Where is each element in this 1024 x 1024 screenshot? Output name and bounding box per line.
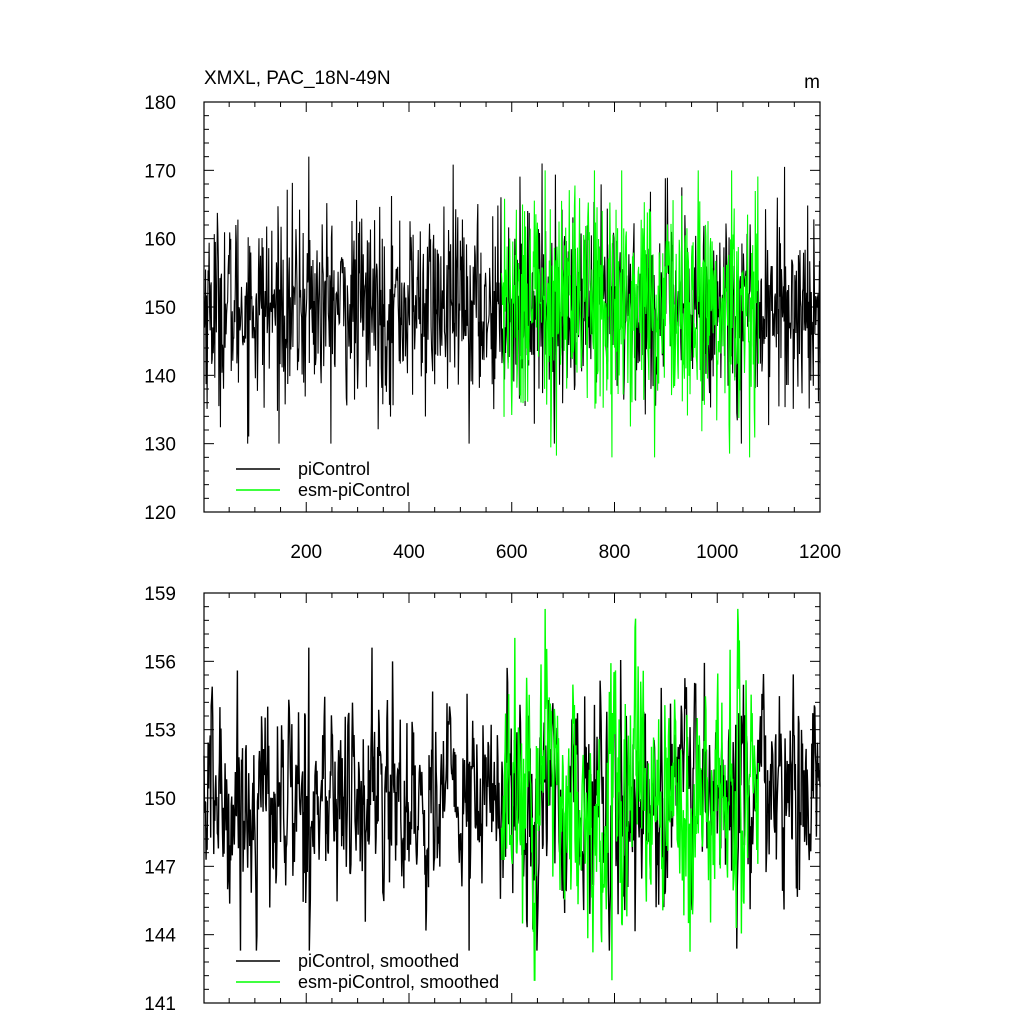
top-panel-units: m bbox=[804, 72, 820, 93]
x-tick-label: 1200 bbox=[799, 542, 841, 563]
y-tick-label: 150 bbox=[144, 789, 176, 810]
bottom-ticks-layer: 141 144 147 150 153 156 159 bbox=[144, 584, 821, 1015]
top-ticks-layer: 200 400 600 800 1000 1200 120 130 140 150 160 170 18… bbox=[144, 93, 841, 563]
y-tick-label: 159 bbox=[144, 584, 176, 605]
y-tick-label: 150 bbox=[144, 298, 176, 319]
x-tick-label: 600 bbox=[496, 542, 528, 563]
x-tick-label: 1000 bbox=[696, 542, 738, 563]
y-tick-label: 130 bbox=[144, 435, 176, 456]
top-panel: XMXL, PAC_18N-49N m 200 400 600 800 1000 1200… bbox=[144, 68, 841, 563]
y-tick-label: 141 bbox=[144, 994, 176, 1015]
bottom-legend-label-picontrol: piControl, smoothed bbox=[298, 951, 459, 971]
top-legend: piControl esm-piControl bbox=[236, 459, 410, 500]
top-legend-label-picontrol: piControl bbox=[298, 459, 370, 479]
y-tick-label: 153 bbox=[144, 721, 176, 742]
x-tick-label: 800 bbox=[599, 542, 631, 563]
top-panel-title: XMXL, PAC_18N-49N bbox=[204, 68, 391, 89]
bottom-legend-label-esm-picontrol: esm-piControl, smoothed bbox=[298, 972, 499, 992]
top-series-layer bbox=[203, 156, 821, 458]
y-tick-label: 170 bbox=[144, 161, 176, 182]
bottom-panel: 141 144 147 150 153 156 159 piControl, smoothe… bbox=[144, 584, 821, 1015]
bottom-legend: piControl, smoothed esm-piControl, smoot… bbox=[236, 951, 499, 992]
y-tick-label: 160 bbox=[144, 230, 176, 251]
x-tick-label: 400 bbox=[393, 542, 425, 563]
series-line-esm-picontrol-smoothed bbox=[500, 608, 760, 981]
y-tick-label: 147 bbox=[144, 857, 176, 878]
y-tick-label: 180 bbox=[144, 93, 176, 114]
y-tick-label: 120 bbox=[144, 503, 176, 524]
y-tick-label: 144 bbox=[144, 926, 176, 947]
y-tick-label: 156 bbox=[144, 652, 176, 673]
bottom-series-layer bbox=[203, 608, 821, 981]
series-line-esm-picontrol bbox=[500, 170, 759, 458]
y-tick-label: 140 bbox=[144, 366, 176, 387]
top-legend-label-esm-picontrol: esm-piControl bbox=[298, 480, 410, 500]
x-tick-label: 200 bbox=[290, 542, 322, 563]
